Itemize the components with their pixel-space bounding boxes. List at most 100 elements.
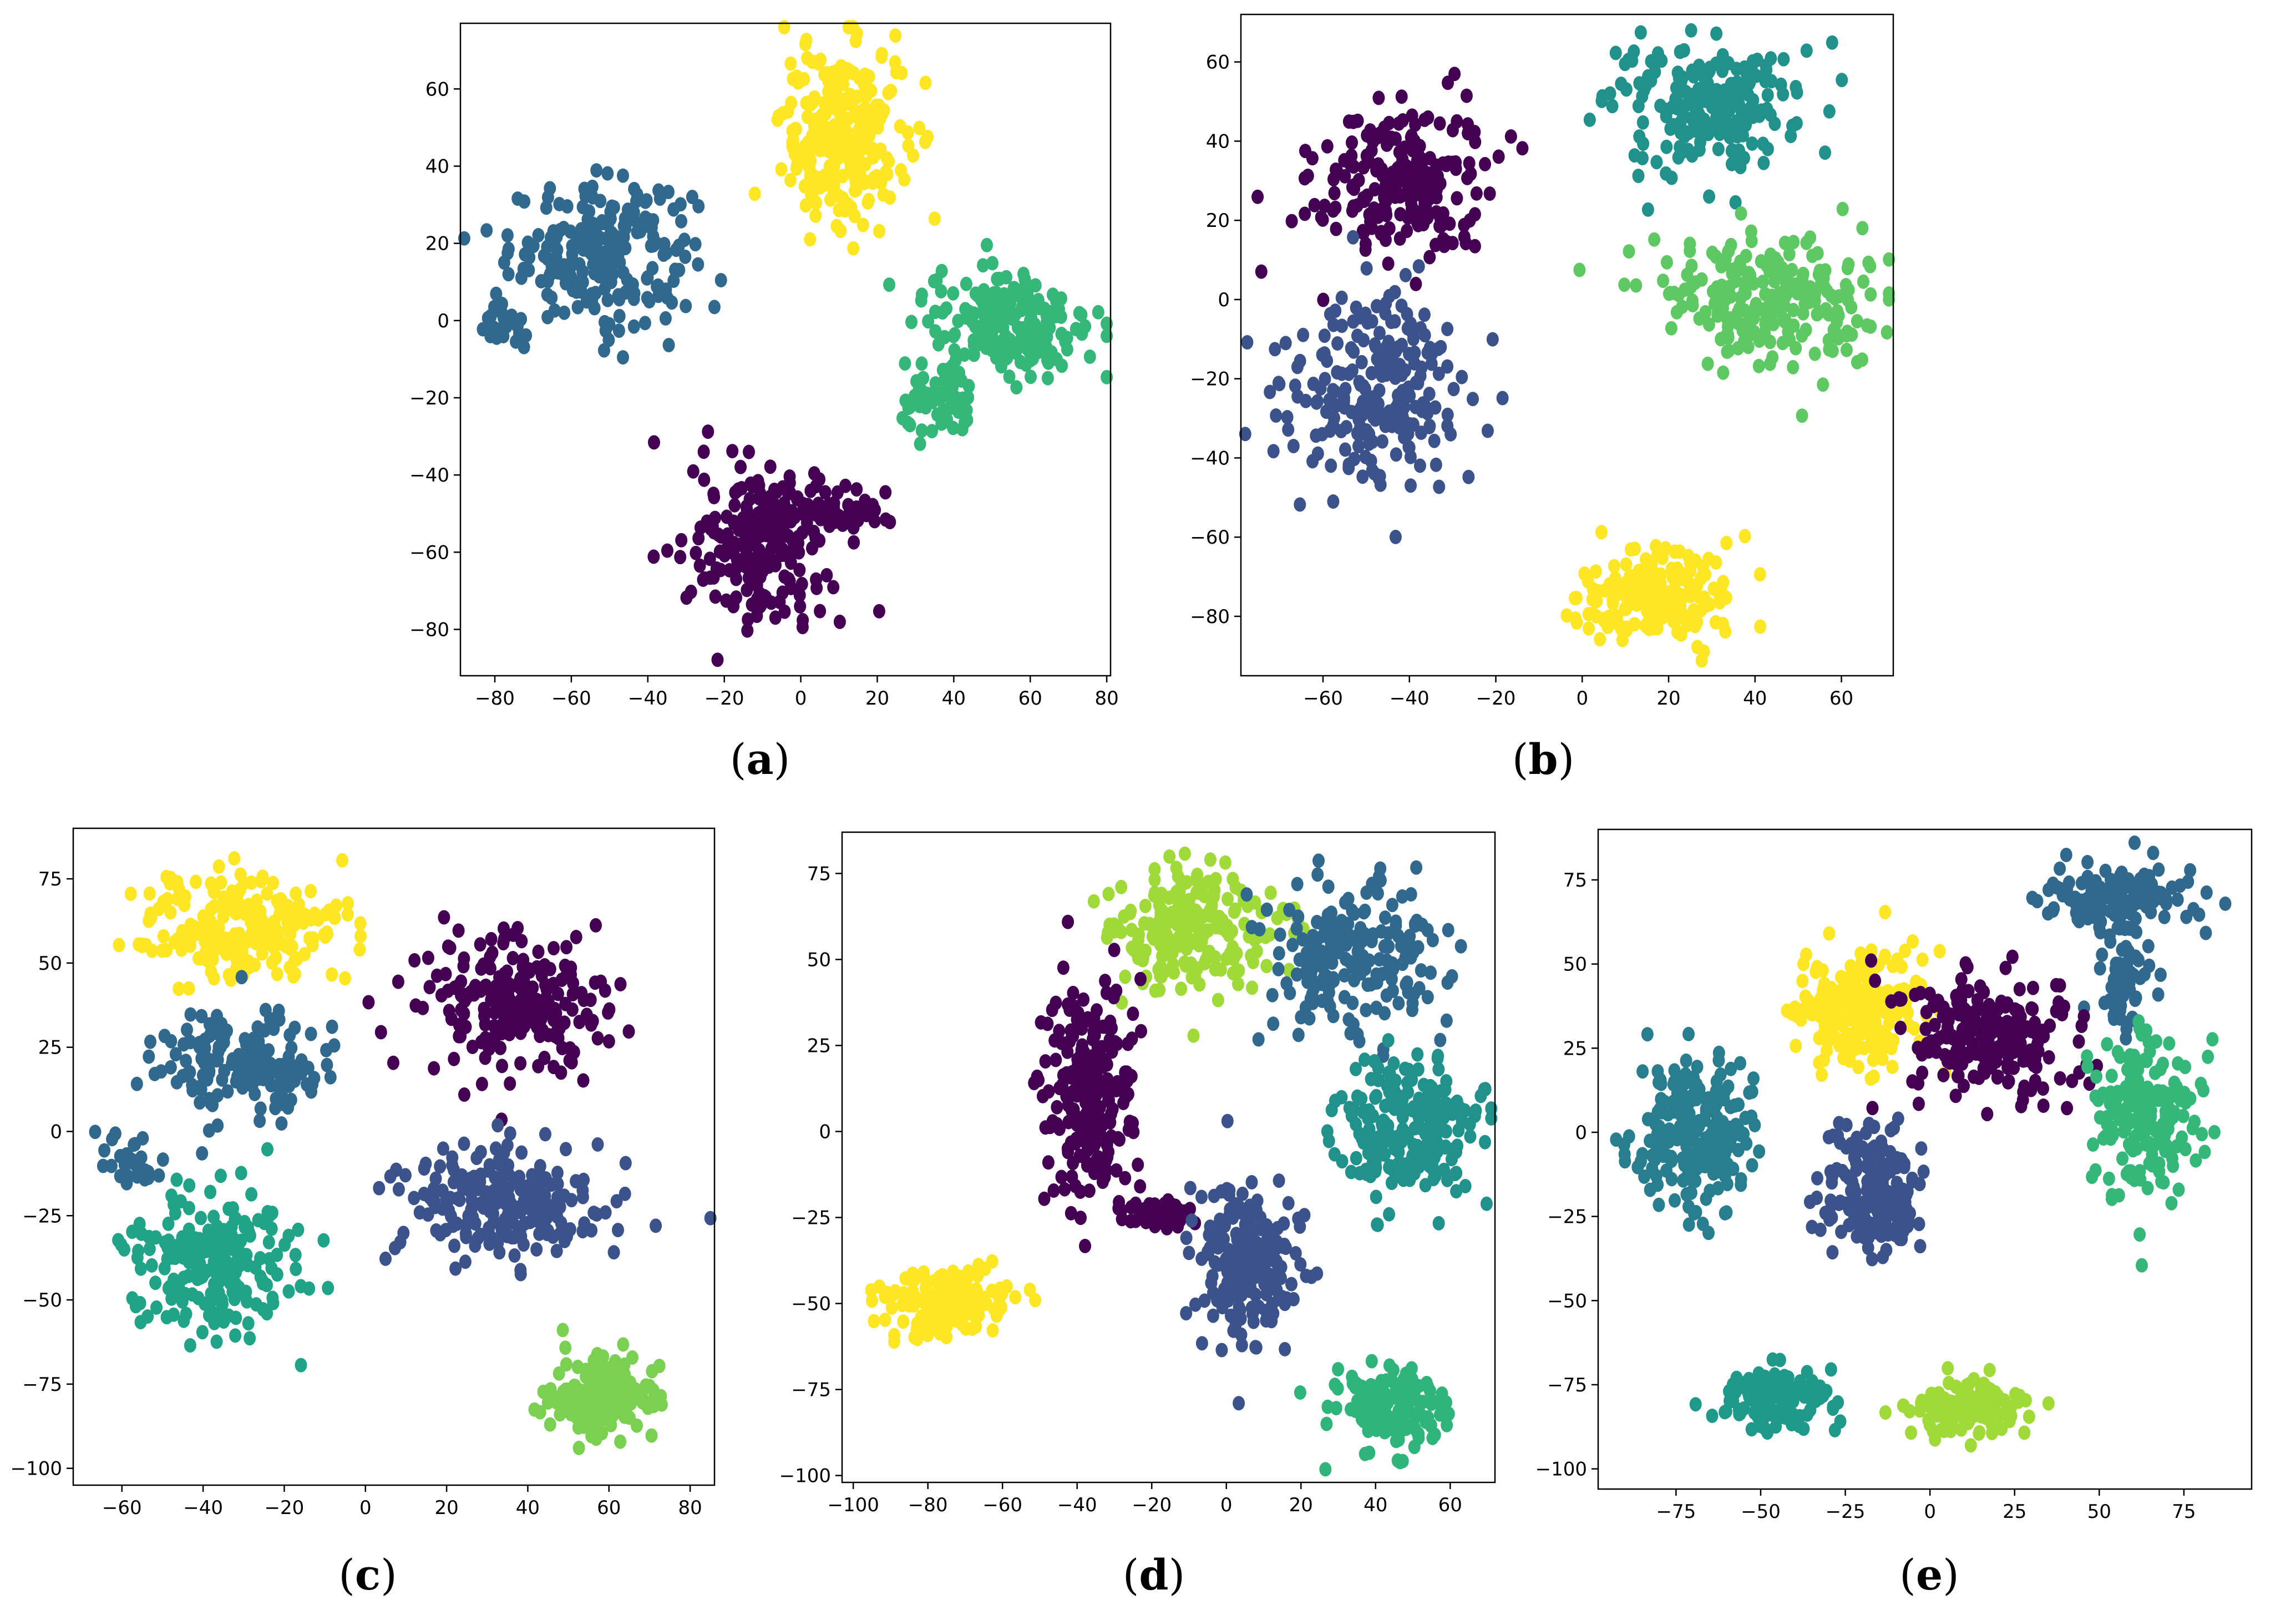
scatter-point-indigo [1372, 471, 1385, 486]
scatter-point-dark-teal [328, 1038, 341, 1053]
scatter-point-dark-teal [1352, 928, 1365, 943]
scatter-point-indigo [1366, 434, 1379, 449]
scatter-point-purple-arm [1139, 1214, 1152, 1229]
y-tick-label: −50 [22, 1289, 62, 1312]
scatter-point-teal [1604, 86, 1616, 101]
scatter-point-green-lower [949, 352, 962, 367]
panel-b-points [1239, 23, 1895, 668]
scatter-point-purple [1460, 88, 1473, 103]
scatter-point-indigo [1247, 1314, 1260, 1329]
scatter-point-purple-arm [849, 514, 861, 529]
scatter-point-purple [514, 1056, 527, 1071]
scatter-point-light-green [1817, 377, 1829, 392]
scatter-point-lime [1185, 956, 1198, 971]
scatter-point-light-green [1846, 327, 1858, 342]
scatter-point-dark-teal [1402, 985, 1415, 1000]
scatter-point-green [235, 1166, 247, 1181]
scatter-point-green [149, 1275, 162, 1290]
scatter-point-green [1000, 351, 1013, 366]
scatter-point-indigo [1361, 315, 1374, 330]
y-tick-label: 60 [425, 78, 449, 100]
scatter-point-purple [1380, 207, 1393, 222]
scatter-point-yellow [815, 173, 828, 188]
scatter-point-green [190, 1257, 202, 1272]
scatter-point-lime [1154, 905, 1167, 920]
scatter-point-teal [1450, 1145, 1463, 1160]
scatter-point-dark-teal [1361, 978, 1374, 992]
scatter-point-purple [1071, 1012, 1083, 1027]
scatter-point-dark-teal-left [125, 1152, 138, 1167]
scatter-point-purple [555, 973, 568, 988]
scatter-point-teal [1350, 1151, 1362, 1166]
scatter-point-indigo [434, 1159, 447, 1174]
scatter-point-indigo [1410, 376, 1422, 390]
scatter-point-dark-teal [221, 1084, 234, 1099]
scatter-point-green [1346, 1369, 1359, 1384]
scatter-point-lime [1191, 867, 1204, 882]
scatter-point-green [178, 1313, 190, 1328]
scatter-point-teal [1800, 43, 1813, 58]
scatter-point-purple [760, 519, 773, 534]
scatter-point-purple [1127, 1006, 1139, 1021]
scatter-point-purple [586, 1014, 599, 1029]
scatter-point-teal [1641, 202, 1654, 217]
scatter-point-yellow [784, 173, 797, 188]
scatter-point-green-lower [945, 395, 958, 410]
scatter-point-purple-arm [802, 509, 814, 524]
scatter-point-teal [1775, 77, 1787, 92]
scatter-point-dark-teal [252, 1034, 265, 1049]
y-tick-label: 75 [38, 868, 62, 890]
scatter-point-purple [1042, 1084, 1055, 1099]
scatter-point-indigo [1269, 342, 1281, 357]
scatter-point-dark-teal [621, 214, 633, 229]
y-tick-label: 40 [1206, 130, 1230, 153]
scatter-point-light-green [609, 1354, 621, 1369]
scatter-point-yellow [940, 1319, 953, 1334]
scatter-point-lime [1163, 849, 1176, 864]
scatter-point-purple [591, 1031, 604, 1046]
scatter-point-dark-teal [1325, 953, 1338, 968]
scatter-point-dark-teal [1342, 1012, 1355, 1027]
scatter-point-dark-teal [667, 274, 680, 288]
scatter-point-dark-teal [567, 256, 580, 271]
scatter-point-yellow [951, 1297, 964, 1312]
scatter-point-indigo [1183, 1246, 1195, 1260]
scatter-point-teal [1650, 155, 1663, 170]
scatter-point-teal [1768, 117, 1781, 131]
scatter-point-purple [756, 561, 769, 576]
scatter-point-yellow [897, 1314, 910, 1329]
scatter-point-teal [1712, 141, 1725, 156]
scatter-point-indigo [1260, 1287, 1273, 1302]
scatter-point-yellow [1697, 644, 1710, 659]
scatter-point-purple [1072, 1081, 1085, 1096]
scatter-point-purple [795, 576, 808, 591]
scatter-point-light-green [1864, 287, 1877, 302]
scatter-point-dark-teal [579, 189, 592, 204]
scatter-point-purple [728, 498, 741, 513]
scatter-point-lime [1212, 993, 1224, 1007]
scatter-point-green [196, 1325, 209, 1340]
scatter-point-purple [1063, 1034, 1076, 1049]
scatter-point-teal [1350, 1117, 1362, 1132]
scatter-point-indigo [1339, 382, 1352, 397]
scatter-point-teal [1684, 87, 1696, 102]
scatter-point-dark-teal [541, 251, 554, 266]
scatter-point-yellow [851, 89, 864, 104]
scatter-point-dark-teal [211, 1009, 223, 1024]
scatter-point-yellow [256, 869, 269, 884]
scatter-point-purple [1087, 1137, 1100, 1152]
scatter-point-indigo [1279, 336, 1292, 351]
scatter-point-light-green [554, 1407, 566, 1422]
scatter-point-indigo [1244, 1258, 1257, 1273]
scatter-point-indigo [530, 1242, 543, 1257]
scatter-point-purple [1359, 236, 1372, 251]
scatter-point-indigo [1418, 307, 1431, 322]
scatter-point-purple [813, 533, 826, 548]
scatter-point-purple [1134, 971, 1147, 986]
scatter-point-purple [1301, 168, 1314, 183]
scatter-point-dark-teal [1385, 971, 1398, 986]
scatter-point-yellow [894, 119, 906, 134]
x-tick-label: 60 [1018, 687, 1042, 710]
